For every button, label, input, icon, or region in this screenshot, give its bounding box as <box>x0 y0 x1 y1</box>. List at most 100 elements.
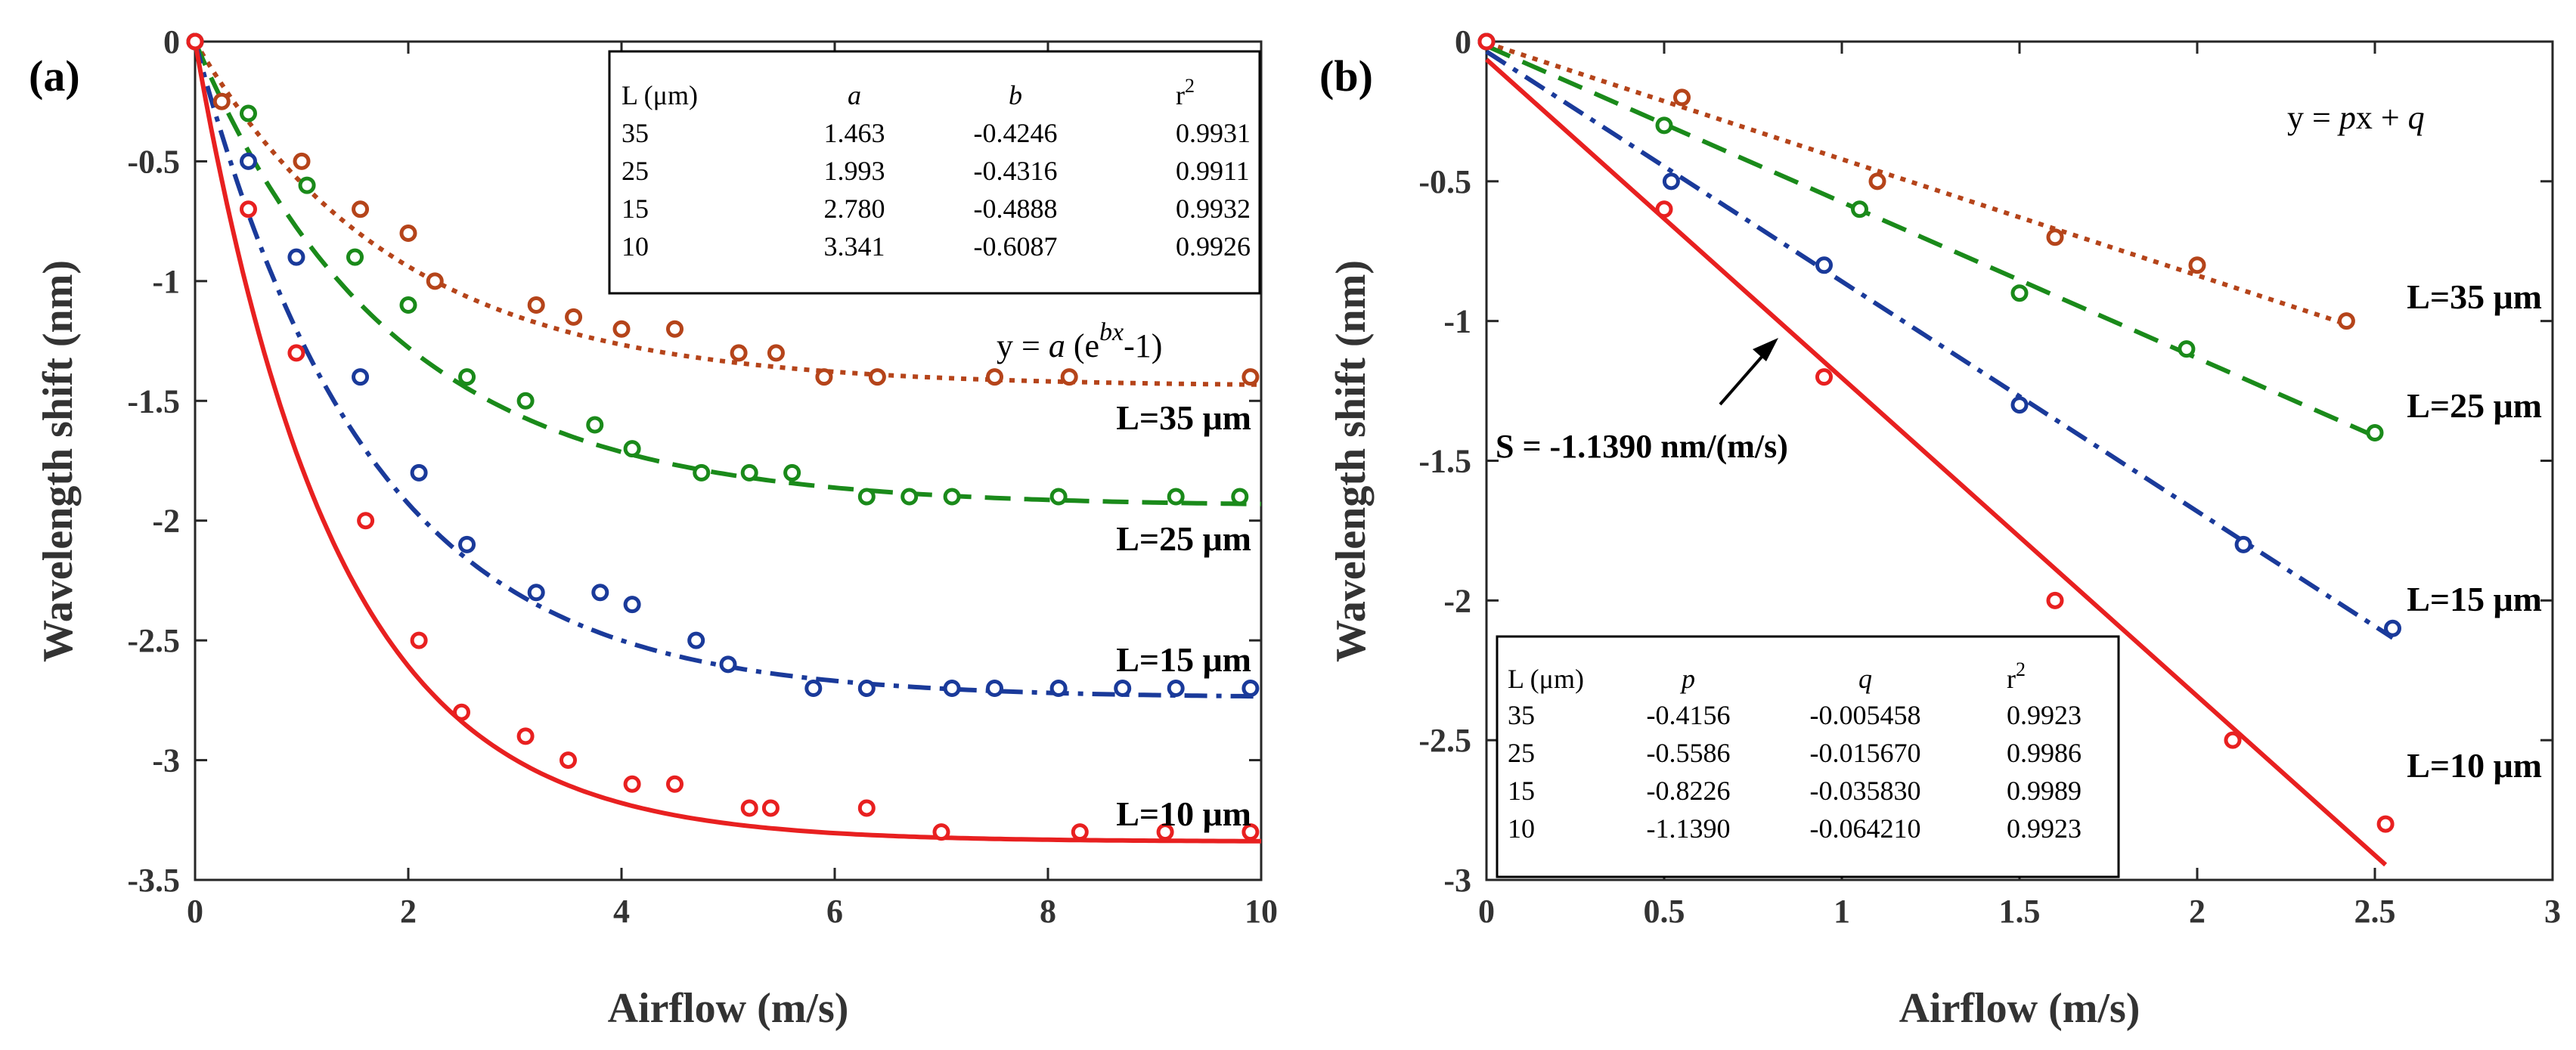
panel-a-table-cell: 1.993 <box>824 156 885 186</box>
panel-a-data-point-series-1 <box>943 488 961 506</box>
panel-a-data-point-series-1 <box>458 368 476 386</box>
panel-a-data-point-series-0 <box>212 92 231 110</box>
panel-a-data-point-series-1 <box>901 488 919 506</box>
panel-a-table-cell: 0.9932 <box>1176 194 1251 224</box>
panel-a-data-point-series-2 <box>287 248 305 266</box>
panel-a-data-point-series-0 <box>527 296 545 314</box>
panel-a-data-point-series-0 <box>815 368 833 386</box>
panel-a-data-point-series-0 <box>986 368 1003 386</box>
panel-b-fit-line-series-3 <box>1484 57 2388 867</box>
panel-a-data-point-series-3 <box>410 631 428 649</box>
panel-a-table-cell: 0.9931 <box>1176 118 1251 148</box>
panel-b-label-L25: L=25 μm <box>2407 386 2542 425</box>
panel-a-eq-prefix: y = <box>997 327 1049 364</box>
panel-a-x-tick-label: 0 <box>187 893 203 930</box>
panel-a-data-point-series-1 <box>783 463 801 482</box>
panel-a-y-tick-label: -3.5 <box>127 862 180 899</box>
panel-b-data-point-series-3 <box>1655 200 1673 218</box>
panel-a-data-point-series-2 <box>591 584 609 602</box>
panel-b-data-point-series-0 <box>2337 312 2355 330</box>
panel-b-label-L15: L=15 μm <box>2407 580 2542 618</box>
panel-b-data-point-series-0 <box>1868 172 1886 190</box>
panel-b-table-cell: -0.005458 <box>1810 700 1921 730</box>
panel-a-eq-exp: bx <box>1099 318 1124 346</box>
panel-b-y-tick-label: -0.5 <box>1418 163 1471 200</box>
panel-a-data-point-series-2 <box>1167 680 1185 698</box>
panel-b-x-tick-label: 0.5 <box>1644 893 1685 930</box>
panel-a-data-point-series-2 <box>943 680 961 698</box>
panel-a-data-point-series-0 <box>565 308 583 326</box>
panel-b-table-cell: 0.9923 <box>2007 700 2082 730</box>
panel-b-data-point-series-0 <box>2188 256 2206 274</box>
panel-b-y-tick-label: -1 <box>1443 303 1471 340</box>
panel-a-table-cell: -0.4316 <box>974 156 1058 186</box>
panel-a-x-tick-label: 6 <box>826 893 843 930</box>
panel-b-data-point-series-1 <box>2178 340 2196 358</box>
panel-a-table-cell: 3.341 <box>824 231 885 262</box>
panel-b-table-header-r-sup: 2 <box>2016 658 2026 680</box>
panel-b-eq-p: p <box>2337 99 2356 136</box>
panel-b-x-tick-label: 2 <box>2189 893 2206 930</box>
panel-a-data-point-series-2 <box>804 680 823 698</box>
panel-b-annotation: S = -1.1390 nm/(m/s) <box>1496 428 1788 465</box>
panel-b-fit-line-series-2 <box>1485 49 2395 640</box>
panel-b-table-cell: 0.9986 <box>2007 738 2082 768</box>
panel-a-label-L35: L=35 μm <box>1116 398 1251 437</box>
panel-a-table-cell: 2.780 <box>824 194 885 224</box>
panel-a-data-point-series-3 <box>516 727 535 745</box>
panel-b-table-cell: -0.015670 <box>1810 738 1921 768</box>
panel-b-y-tick-label: 0 <box>1455 23 1471 60</box>
panel-b-data-point-series-2 <box>2234 535 2252 553</box>
panel-a-table-header-r-sup: 2 <box>1185 75 1195 97</box>
panel-b-curves <box>1484 41 2395 867</box>
panel-b-fit-line-series-0 <box>1486 41 2348 327</box>
panel-a-data-point-series-1 <box>399 296 417 314</box>
panel-a-data-point-series-3 <box>1156 823 1174 841</box>
panel-a-data-point-series-1 <box>857 488 876 506</box>
panel-b-table-rows: 35 -0.4156 -0.005458 0.9923 25 -0.5586 -0.0156… <box>1508 700 2082 844</box>
panel-b-data-point-series-1 <box>2366 424 2384 442</box>
panel-a-data-point-series-3 <box>186 33 204 51</box>
panel-b-data-point-series-2 <box>2384 619 2401 637</box>
panel-a-data-point-series-2 <box>687 631 705 649</box>
panel-b-ticks: 0 0.5 1 1.5 2 2.5 3 0 -0.5 -1 -1.5 -2 -2.5 -3 <box>1418 23 2561 930</box>
panel-a-data-point-series-2 <box>857 680 876 698</box>
panel-a-data-point-series-3 <box>857 799 876 817</box>
panel-a-data-point-series-1 <box>1049 488 1068 506</box>
panel-a-table-header-a: a <box>848 80 861 110</box>
panel-a-data-point-series-2 <box>240 152 257 170</box>
panel-b-data-point-series-3 <box>1477 33 1496 51</box>
panel-b-table-cell: 10 <box>1508 813 1535 844</box>
panel-a-y-tick-label: -2.5 <box>127 622 180 659</box>
panel-a-data-point-series-3 <box>1242 823 1260 841</box>
panel-a-fit-table-box <box>608 50 1261 295</box>
panel-a-data-point-series-1 <box>1231 488 1249 506</box>
panel-a-data-point-series-0 <box>1242 368 1260 386</box>
panel-a-data-point-series-1 <box>346 248 364 266</box>
panel-a-data-point-series-1 <box>740 463 758 482</box>
panel-b-table-header-r2: r2 <box>2007 658 2026 694</box>
panel-b-table-header-r: r <box>2007 664 2016 694</box>
panel-a-table-header-b: b <box>1009 80 1022 110</box>
panel-a-data-point-series-3 <box>932 823 950 841</box>
panel-a-table-cell: 15 <box>622 194 649 224</box>
panel-a-data-point-series-0 <box>868 368 886 386</box>
panel-b-x-tick-label: 0 <box>1478 893 1495 930</box>
panel-a-data-point-series-2 <box>410 463 428 482</box>
panel-a-ticks: 0 2 4 6 8 10 0 -0.5 -1 -1.5 -2 -2.5 -3 -3.5 <box>127 23 1278 930</box>
panel-a-data-point-series-2 <box>458 535 476 553</box>
panel-a-data-point-series-2 <box>1114 680 1132 698</box>
panel-a-label: (a) <box>29 51 80 101</box>
panel-b-y-axis-label: Wavelength shift (nm) <box>1328 260 1375 662</box>
panel-a-data-point-series-0 <box>767 344 785 362</box>
panel-a-data-point-series-1 <box>586 416 604 434</box>
panel-b-data-point-series-1 <box>2010 284 2029 302</box>
panel-b-table-cell: -0.5586 <box>1647 738 1731 768</box>
panel-b-label-L10: L=10 μm <box>2407 746 2542 785</box>
panel-b-x-tick-label: 1.5 <box>1999 893 2041 930</box>
panel-a-table-header-l: L (μm) <box>622 80 698 110</box>
panel-a-data-point-series-0 <box>399 224 417 242</box>
panel-a-data-point-series-3 <box>1071 823 1089 841</box>
panel-b-table-header-q: q <box>1858 664 1872 694</box>
